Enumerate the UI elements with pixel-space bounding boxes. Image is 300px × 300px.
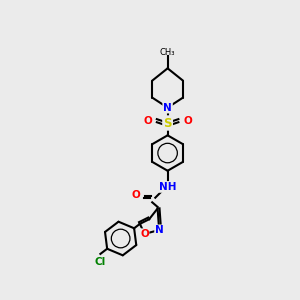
Text: N: N xyxy=(163,103,172,112)
Text: NH: NH xyxy=(159,182,176,192)
Text: CH₃: CH₃ xyxy=(160,48,176,57)
Text: Cl: Cl xyxy=(95,257,106,267)
Text: S: S xyxy=(164,116,172,130)
Text: O: O xyxy=(131,190,140,200)
Text: O: O xyxy=(140,229,149,239)
Text: N: N xyxy=(155,225,164,235)
Text: O: O xyxy=(143,116,152,126)
Text: O: O xyxy=(183,116,192,126)
